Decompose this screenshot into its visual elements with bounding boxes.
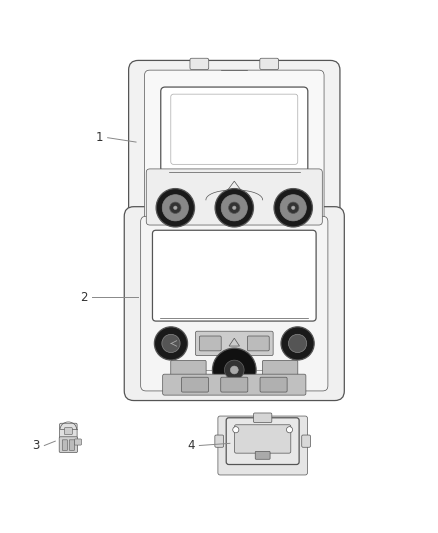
Text: 1: 1 [96, 131, 103, 144]
Circle shape [233, 206, 236, 209]
FancyBboxPatch shape [255, 206, 274, 216]
Circle shape [215, 189, 254, 227]
Circle shape [289, 334, 307, 352]
Circle shape [286, 427, 293, 433]
Circle shape [162, 195, 188, 221]
Text: 4: 4 [187, 439, 195, 452]
FancyBboxPatch shape [145, 70, 324, 223]
FancyBboxPatch shape [69, 440, 74, 450]
FancyBboxPatch shape [226, 418, 299, 464]
FancyBboxPatch shape [129, 60, 340, 232]
FancyBboxPatch shape [62, 440, 67, 450]
FancyBboxPatch shape [260, 377, 287, 392]
Text: 2: 2 [81, 290, 88, 304]
Circle shape [233, 427, 239, 433]
FancyBboxPatch shape [60, 423, 77, 438]
Circle shape [230, 366, 238, 374]
FancyBboxPatch shape [262, 360, 298, 379]
FancyBboxPatch shape [194, 206, 213, 216]
Text: 3: 3 [32, 439, 40, 452]
FancyBboxPatch shape [74, 439, 81, 445]
Circle shape [212, 348, 256, 392]
FancyBboxPatch shape [255, 451, 270, 459]
FancyBboxPatch shape [171, 360, 206, 379]
FancyBboxPatch shape [59, 437, 78, 453]
FancyBboxPatch shape [195, 331, 273, 356]
FancyBboxPatch shape [124, 207, 344, 400]
Circle shape [281, 327, 314, 360]
FancyBboxPatch shape [234, 425, 291, 453]
Circle shape [156, 189, 194, 227]
FancyBboxPatch shape [64, 427, 72, 434]
FancyBboxPatch shape [162, 374, 306, 395]
FancyBboxPatch shape [221, 377, 248, 392]
Circle shape [162, 334, 180, 352]
Circle shape [229, 202, 240, 213]
FancyBboxPatch shape [152, 230, 316, 321]
FancyBboxPatch shape [215, 435, 223, 447]
Circle shape [288, 202, 299, 213]
Circle shape [154, 327, 187, 360]
FancyBboxPatch shape [302, 435, 311, 447]
FancyBboxPatch shape [141, 216, 328, 391]
FancyBboxPatch shape [161, 87, 308, 172]
Circle shape [170, 202, 181, 213]
FancyBboxPatch shape [218, 416, 307, 475]
Circle shape [280, 195, 306, 221]
FancyBboxPatch shape [199, 336, 221, 351]
FancyBboxPatch shape [146, 169, 322, 225]
Circle shape [291, 206, 295, 209]
Circle shape [224, 360, 244, 380]
Circle shape [221, 195, 247, 221]
FancyBboxPatch shape [254, 413, 272, 423]
Circle shape [173, 206, 177, 209]
FancyBboxPatch shape [181, 377, 208, 392]
Circle shape [274, 189, 312, 227]
FancyBboxPatch shape [171, 94, 298, 164]
FancyBboxPatch shape [247, 336, 269, 351]
FancyBboxPatch shape [190, 58, 209, 70]
FancyBboxPatch shape [260, 58, 279, 70]
